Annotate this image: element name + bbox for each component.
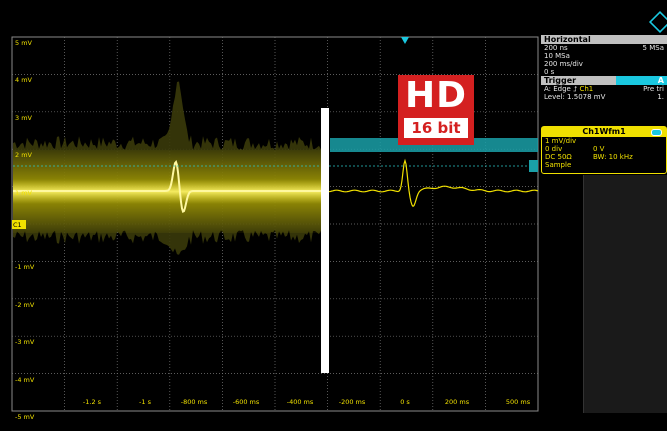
y-axis-label: 2 mV	[15, 151, 32, 160]
side-panel[interactable]	[583, 175, 667, 413]
channel-bandwidth: BW: 10 kHz	[593, 153, 633, 161]
x-axis-label: -600 ms	[232, 398, 260, 406]
trigger-title-row[interactable]: Trigger A	[541, 76, 667, 85]
trigger-status: A	[616, 76, 667, 85]
y-axis-label: -1 mV	[15, 263, 35, 272]
divider-bar	[321, 108, 329, 373]
y-axis-label: -3 mV	[15, 338, 35, 347]
trigger-edge-icon: ⮥	[573, 85, 578, 93]
trigger-level-right: 1.	[657, 93, 664, 101]
x-axis-label: -1.2 s	[82, 398, 102, 406]
horizontal-row-2: 10 MSa	[541, 52, 667, 60]
hd-logo-text: HD	[404, 75, 467, 116]
horizontal-record: 10 MSa	[544, 52, 570, 60]
x-axis-label: 200 ms	[444, 398, 470, 406]
waveform-pulse-left	[13, 159, 321, 214]
y-axis-label: 3 mV	[15, 113, 32, 122]
horizontal-row-4: 0 s	[541, 68, 667, 76]
horizontal-time-scale: 200 ns	[544, 44, 568, 52]
horizontal-panel[interactable]: Horizontal 200 ns 5 MSa 10 MSa 200 ms/di…	[541, 35, 667, 101]
y-axis-label: -4 mV	[15, 375, 35, 384]
channel-offset-row: 0 div 0 V	[542, 145, 666, 153]
x-axis-label: -1 s	[139, 398, 151, 406]
channel-offset: 0 div	[545, 145, 563, 153]
y-axis-label: 4 mV	[15, 76, 32, 85]
toggle-icon[interactable]	[651, 129, 662, 136]
trigger-level-marker	[529, 160, 538, 172]
x-axis-label: -800 ms	[180, 398, 208, 406]
y-axis-label: 5 mV	[15, 39, 32, 47]
x-axis-label: 0 s	[400, 398, 410, 406]
x-axis-label: -400 ms	[286, 398, 314, 406]
trigger-row-2: Level: 1.5078 mV 1.	[541, 93, 667, 101]
trigger-mode: A: Edge	[544, 85, 571, 93]
trigger-level-band	[330, 138, 538, 152]
channel-scale: 1 mV/div	[545, 137, 577, 145]
horizontal-resolution: 200 ms/div	[544, 60, 583, 68]
trigger-title: Trigger	[544, 76, 577, 85]
trigger-position-marker	[401, 37, 409, 44]
trigger-source: Ch1	[579, 85, 594, 93]
y-axis-label: -5 mV	[15, 413, 35, 421]
trigger-pre: Pre tri	[643, 85, 664, 93]
hd-logo: HD 16 bit	[398, 75, 474, 145]
ground-marker	[12, 220, 26, 229]
channel-info-box[interactable]: Ch1Wfm1 1 mV/div 0 div 0 V DC 50Ω BW: 10…	[541, 126, 667, 174]
ground-marker-label: C1	[13, 221, 22, 229]
x-axis-label: 500 ms	[505, 398, 531, 406]
y-axis-label: 1 mV	[15, 188, 32, 197]
y-axis-label: -2 mV	[15, 300, 35, 309]
diamond-icon	[648, 10, 667, 34]
horizontal-row-1: 200 ns 5 MSa	[541, 44, 667, 52]
horizontal-title: Horizontal	[541, 35, 667, 44]
channel-acq: Sample	[545, 161, 572, 169]
channel-offset-v: 0 V	[593, 145, 605, 153]
horizontal-row-3: 200 ms/div	[541, 60, 667, 68]
x-axis-label: -200 ms	[338, 398, 366, 406]
trigger-row-1: A: Edge ⮥ Ch1 Pre tri	[541, 85, 667, 93]
channel-coupling: DC 50Ω	[545, 153, 572, 161]
horizontal-sample-rate: 5 MSa	[642, 44, 664, 52]
channel-coupling-row: DC 50Ω BW: 10 kHz	[542, 153, 666, 161]
trigger-level: Level: 1.5078 mV	[544, 93, 606, 101]
hd-logo-bits: 16 bit	[404, 118, 468, 138]
channel-title: Ch1Wfm1	[542, 127, 666, 137]
waveform-trace-right	[328, 158, 539, 208]
horizontal-position: 0 s	[544, 68, 555, 76]
